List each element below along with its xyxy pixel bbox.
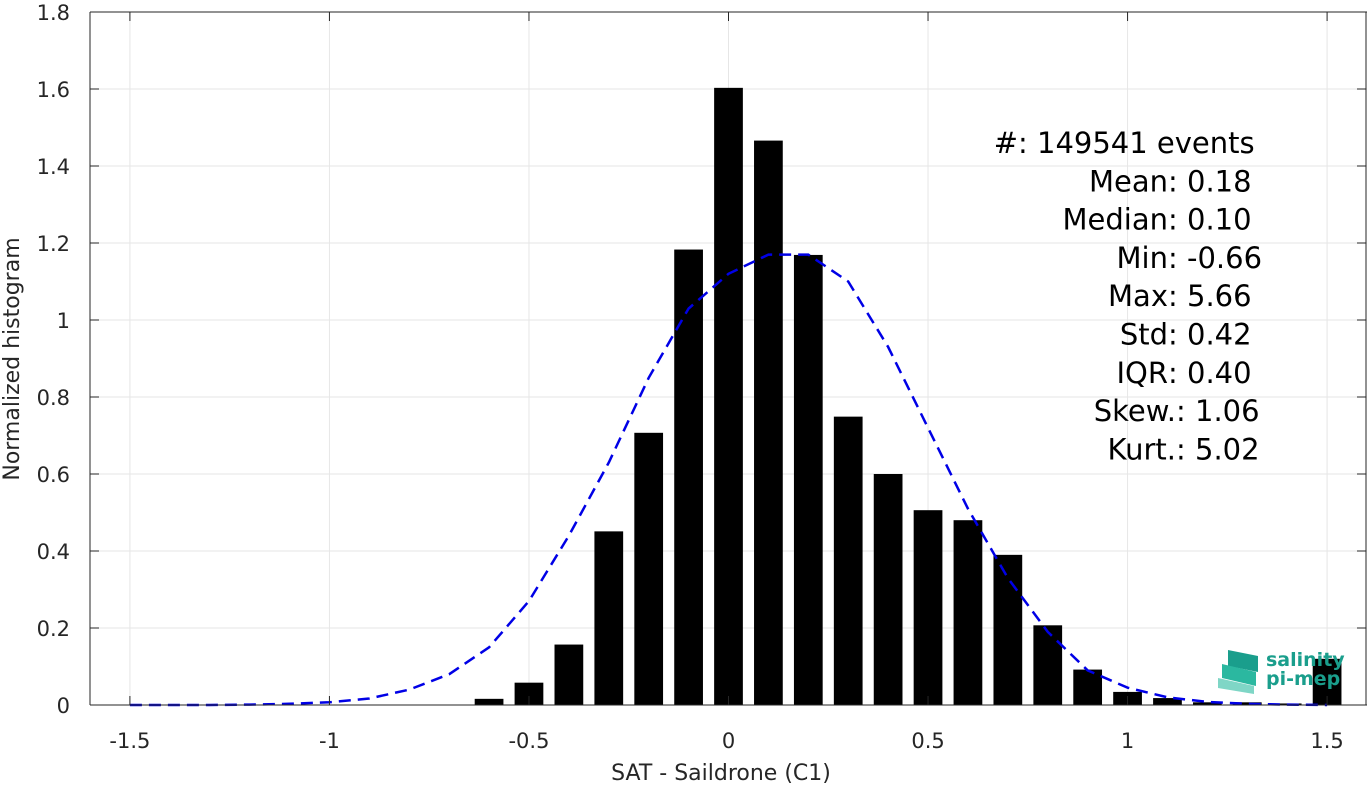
stats-label: Mean [1089, 164, 1168, 198]
y-tick-label: 0 [57, 694, 70, 718]
histogram-bar [873, 474, 903, 705]
stats-value: : 0.10 [1168, 203, 1252, 237]
y-axis-label: Normalized histogram [0, 237, 25, 480]
stats-label: Max [1108, 279, 1168, 313]
stats-label: Std [1120, 318, 1168, 352]
x-tick-labels: -1.5 -1 -0.5 0 0.5 1 1.5 [109, 729, 1343, 753]
y-tick-labels: 0 0.2 0.4 0.6 0.8 1 1.2 1.4 1.6 1.8 [37, 1, 70, 718]
salinity-pi-mep-logo: salinity pi-mep [1218, 649, 1345, 694]
logo-mark-icon [1218, 650, 1258, 694]
histogram-bar [833, 416, 863, 705]
histogram-bar [793, 254, 823, 705]
stats-value: : -0.66 [1168, 241, 1262, 275]
x-tick-label: 0.5 [911, 729, 944, 753]
stats-label: Kurt. [1108, 432, 1176, 466]
histogram-bar [554, 644, 584, 705]
histogram-bar [953, 520, 983, 705]
histogram-bar [514, 682, 544, 705]
x-axis-label: SAT - Saildrone (C1) [611, 761, 831, 785]
histogram-bar [913, 510, 943, 705]
y-tick-label: 1 [57, 309, 70, 333]
stats-value: : 1.06 [1176, 394, 1260, 428]
stats-value: : 5.02 [1176, 432, 1260, 466]
y-tick-label: 1.8 [37, 1, 70, 25]
histogram-bar [1193, 702, 1222, 705]
histogram-bar [634, 432, 664, 705]
stats-value: : 0.18 [1168, 164, 1252, 198]
stats-label: # [994, 126, 1018, 160]
histogram-bar [474, 698, 504, 705]
x-tick-label: 1.5 [1310, 729, 1343, 753]
histogram-bar [594, 531, 624, 705]
y-tick-label: 0.8 [37, 386, 70, 410]
stats-label: Skew. [1094, 394, 1176, 428]
stats-label: Median [1063, 203, 1168, 237]
x-tick-label: -1.5 [109, 729, 150, 753]
y-tick-label: 1.6 [37, 78, 70, 102]
x-tick-label: -0.5 [508, 729, 549, 753]
y-tick-label: 1.2 [37, 232, 70, 256]
histogram-bar [1033, 625, 1063, 705]
histogram-bar [714, 87, 743, 706]
axes [89, 11, 1367, 706]
stats-label: Min [1117, 241, 1168, 275]
y-tick-label: 0.2 [37, 617, 70, 641]
stats-value: : 5.66 [1168, 279, 1252, 313]
stats-value: : 0.40 [1168, 356, 1252, 390]
histogram-bar [754, 140, 783, 706]
x-tick-label: -1 [319, 729, 340, 753]
x-tick-label: 0 [722, 729, 735, 753]
stats-value: : 0.42 [1168, 318, 1252, 352]
x-tick-label: 1 [1121, 729, 1134, 753]
logo-line1: salinity [1266, 649, 1345, 671]
y-tick-label: 0.6 [37, 463, 70, 487]
logo-line2: pi-mep [1266, 668, 1340, 690]
stats-label: IQR [1116, 356, 1168, 390]
y-tick-label: 0.4 [37, 540, 70, 564]
histogram-bar [1073, 669, 1103, 705]
stats-value: : 149541 events [1018, 126, 1255, 160]
histogram-bar [674, 249, 703, 706]
histogram-bar [1232, 702, 1262, 705]
histogram-bar [1153, 698, 1182, 705]
y-tick-label: 1.4 [37, 155, 70, 179]
histogram-bars [474, 87, 1342, 706]
histogram-bar [993, 554, 1023, 705]
